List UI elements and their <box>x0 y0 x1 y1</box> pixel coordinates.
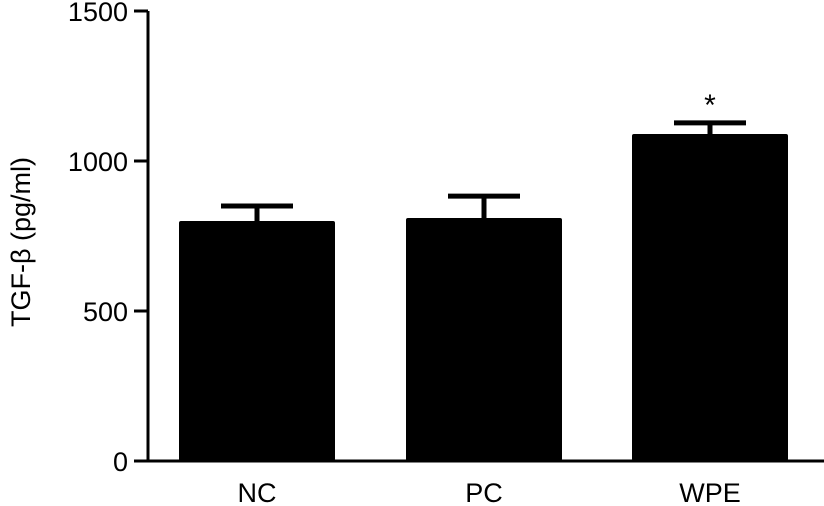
bars <box>179 134 788 461</box>
x-tick-label: WPE <box>679 478 741 506</box>
y-axis-title: TGF-β (pg/ml) <box>6 157 36 327</box>
annotations: * <box>704 89 716 122</box>
axes <box>146 11 824 463</box>
bar <box>179 221 335 461</box>
error-bars <box>221 120 746 223</box>
y-ticks: 0 500 1000 1500 <box>68 0 148 477</box>
significance-marker: * <box>704 89 716 122</box>
y-tick-label: 500 <box>83 297 128 327</box>
y-tick-label: 0 <box>113 447 128 477</box>
bar <box>406 218 562 461</box>
bar <box>632 134 788 461</box>
y-tick-label: 1000 <box>68 147 128 177</box>
x-tick-label: NC <box>238 478 277 506</box>
y-tick-label: 1500 <box>68 0 128 27</box>
x-ticks: NC PC WPE <box>238 478 741 506</box>
x-tick-label: PC <box>465 478 503 506</box>
